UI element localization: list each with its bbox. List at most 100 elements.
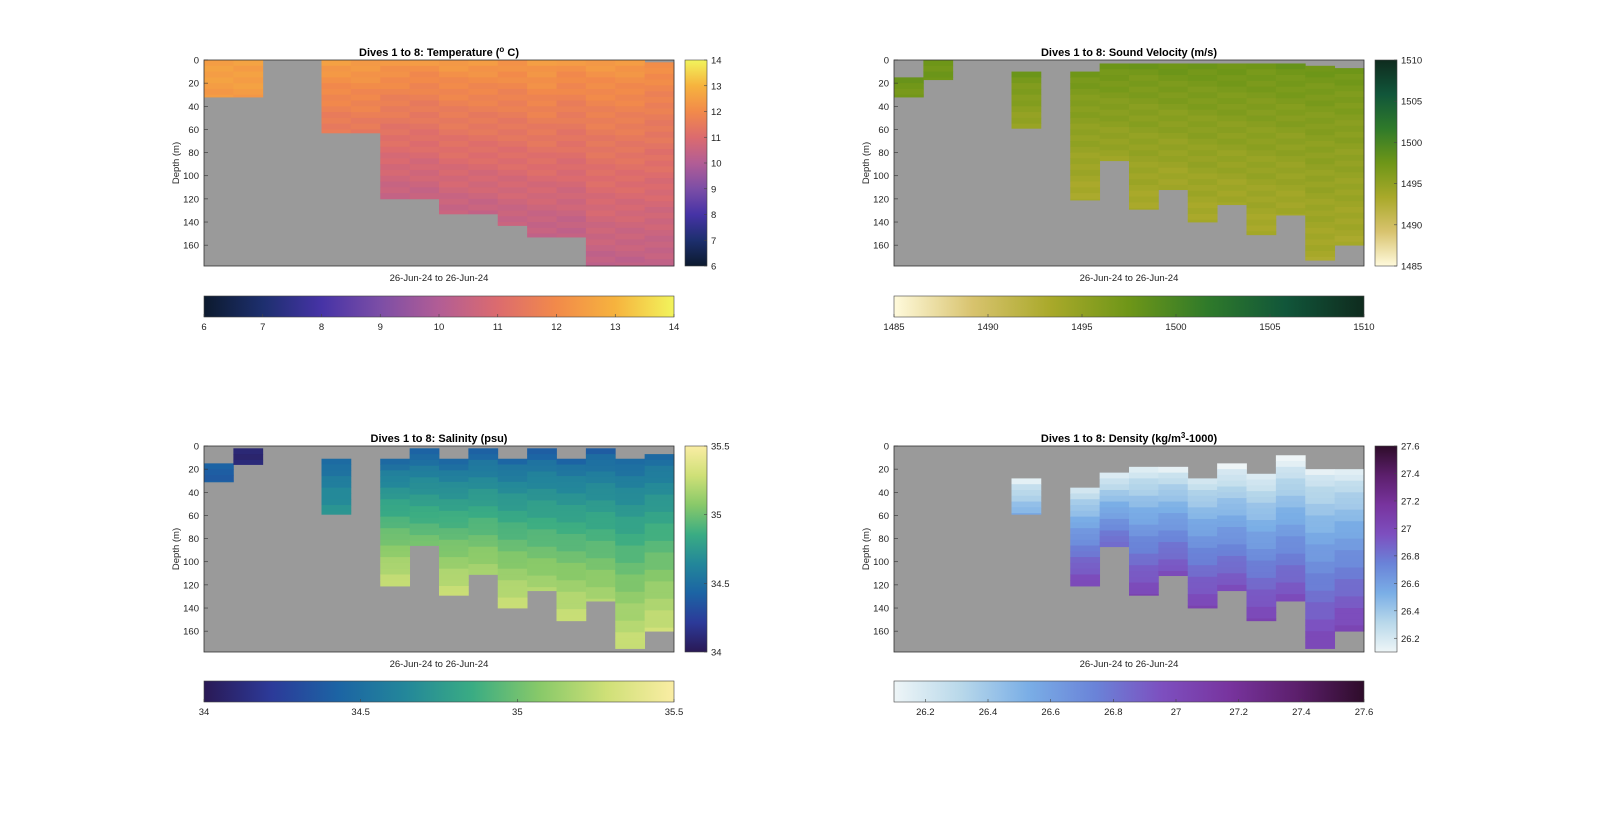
heatmap-cell (1334, 498, 1365, 505)
heatmap-cell (894, 77, 924, 84)
heatmap-cell (380, 181, 411, 188)
heatmap-cell (1011, 484, 1042, 491)
heatmap-cell (468, 71, 499, 78)
heatmap-cell (1011, 478, 1042, 485)
heatmap-cell (1246, 69, 1277, 76)
heatmap-cell (409, 193, 440, 200)
heatmap-cell (321, 100, 352, 107)
heatmap-cell (615, 597, 646, 604)
heatmap-cell (1158, 553, 1189, 560)
heatmap-cell (1187, 507, 1218, 514)
heatmap-cell (644, 166, 675, 173)
colorbar-tick-label: 34 (711, 648, 722, 659)
x-axis-label: 26-Jun-24 to 26-Jun-24 (1080, 273, 1179, 284)
heatmap-cell (1187, 63, 1218, 70)
heatmap-cell (1275, 173, 1306, 180)
heatmap-cell (1305, 555, 1336, 563)
heatmap-cell (1187, 570, 1218, 578)
y-tick-label: 120 (873, 580, 889, 591)
heatmap-cell (615, 643, 646, 649)
heatmap-cell (497, 528, 528, 535)
heatmap-cell (409, 535, 440, 542)
heatmap-cell (1305, 642, 1336, 649)
heatmap-cell (233, 459, 264, 465)
heatmap-cell (1158, 507, 1189, 514)
heatmap-cell (1187, 184, 1218, 192)
heatmap-cell (233, 88, 264, 96)
heatmap-cell (615, 233, 646, 240)
heatmap-cell (1129, 69, 1159, 76)
heatmap-cell (556, 597, 587, 604)
heatmap-cell (585, 193, 616, 200)
heatmap-cell (1275, 478, 1306, 485)
heatmap-cell (1187, 513, 1218, 520)
heatmap-cell (615, 210, 646, 217)
heatmap-cell (585, 169, 616, 177)
heatmap-cell (1305, 250, 1336, 258)
heatmap-cell (527, 564, 557, 571)
heatmap-cell (585, 459, 616, 467)
heatmap-cell (644, 97, 675, 104)
heatmap-cell (1305, 152, 1336, 159)
heatmap-cell (1246, 491, 1277, 498)
heatmap-cell (644, 235, 675, 243)
heatmap-cell (1275, 121, 1306, 128)
heatmap-cell (1305, 619, 1336, 626)
heatmap-cell (1158, 536, 1189, 543)
heatmap-cell (1187, 167, 1218, 174)
heatmap-cell (1305, 141, 1336, 148)
heatmap-cell (1158, 501, 1189, 508)
heatmap-cell (585, 175, 616, 182)
heatmap-cell (556, 88, 587, 96)
heatmap-cell (644, 587, 675, 594)
heatmap-cell (585, 65, 616, 72)
heatmap-cell (1158, 161, 1189, 169)
heatmap-cell (1305, 544, 1336, 551)
heatmap-cell (204, 88, 234, 96)
heatmap-cell (556, 193, 587, 200)
heatmap-cell (1187, 109, 1218, 116)
heatmap-cell (497, 198, 528, 206)
heatmap-cell (527, 146, 557, 153)
heatmap-cell (380, 193, 411, 200)
heatmap-cell (556, 580, 587, 587)
y-tick-label: 60 (878, 511, 889, 522)
heatmap-cell (1246, 75, 1277, 82)
heatmap-cell (1217, 469, 1247, 476)
heatmap-cell (1158, 63, 1189, 70)
heatmap-cell (1217, 86, 1247, 93)
heatmap-cell (644, 172, 675, 179)
heatmap-cell (1334, 608, 1365, 615)
heatmap-cell (439, 539, 469, 546)
heatmap-cell (1334, 218, 1365, 225)
heatmap-cell (585, 517, 616, 524)
colorbar-tick-label: 7 (711, 236, 716, 247)
heatmap-cell (350, 60, 381, 67)
heatmap-cell (556, 146, 587, 153)
heatmap-cell (1334, 550, 1365, 557)
heatmap-cell (644, 230, 675, 237)
heatmap-cell (527, 216, 557, 223)
heatmap-cell (527, 158, 557, 165)
heatmap-cell (1305, 590, 1336, 597)
heatmap-cell (497, 574, 528, 581)
heatmap-cell (527, 198, 557, 206)
heatmap-cell (556, 152, 587, 159)
vertical-colorbar (1374, 445, 1398, 653)
heatmap-cell (439, 158, 469, 165)
colorbar-tick-label: 8 (711, 210, 716, 221)
heatmap-cell (615, 568, 646, 575)
heatmap-cell (1275, 63, 1306, 70)
heatmap-cell (321, 77, 352, 84)
heatmap-cell (439, 528, 469, 535)
heatmap-cell (1217, 503, 1247, 511)
y-tick-label: 140 (183, 218, 199, 229)
heatmap-cell (497, 94, 528, 101)
heatmap-cell (556, 551, 587, 558)
heatmap-cell (644, 616, 675, 623)
heatmap-cell (644, 120, 675, 127)
heatmap-cell (644, 178, 675, 185)
heatmap-cell (615, 112, 646, 119)
heatmap-cell (1070, 146, 1101, 153)
heatmap-cell (1305, 532, 1336, 539)
